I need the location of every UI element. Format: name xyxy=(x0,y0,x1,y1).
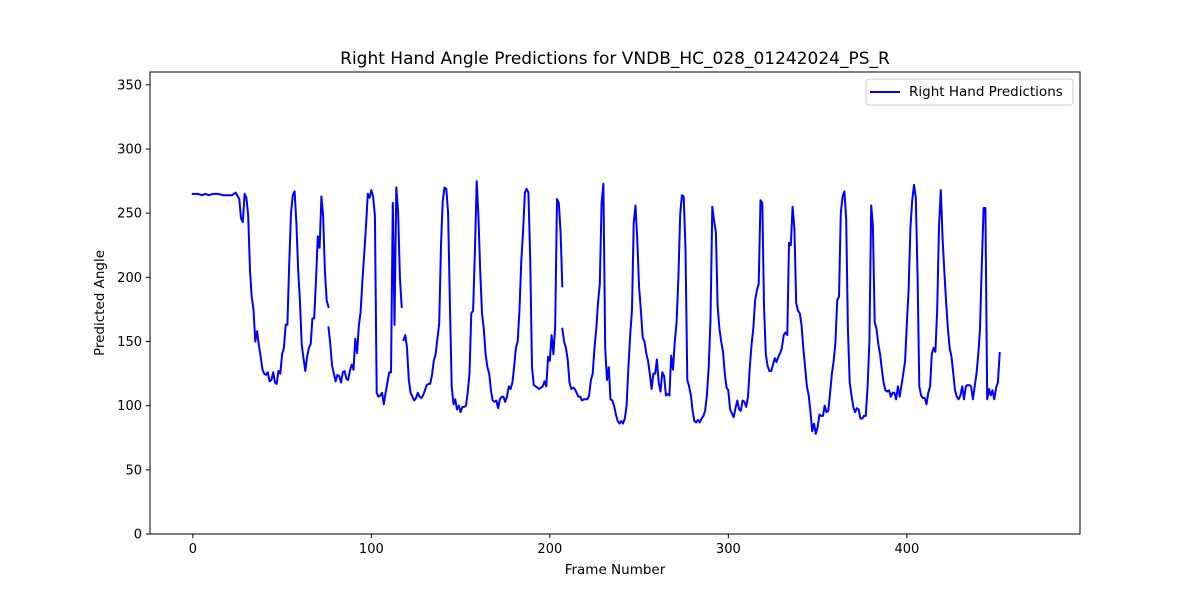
y-tick-label: 350 xyxy=(117,78,142,93)
series-line-segment xyxy=(561,182,1001,435)
y-tick-label: 250 xyxy=(117,207,142,222)
y-tick-label: 100 xyxy=(117,399,142,414)
x-axis-label: Frame Number xyxy=(565,562,666,578)
plot-layer xyxy=(191,180,1001,435)
x-tick-label: 200 xyxy=(537,542,562,557)
y-axis-label: Predicted Angle xyxy=(92,250,108,356)
axes-frame xyxy=(149,71,1081,535)
x-tick-label: 0 xyxy=(189,542,197,557)
y-tick-label: 300 xyxy=(117,143,142,158)
x-tick-label: 400 xyxy=(894,542,919,557)
series-line-segment xyxy=(327,186,403,406)
x-tick-label: 100 xyxy=(359,542,384,557)
series-line-segment xyxy=(191,190,330,385)
legend-box xyxy=(865,78,1074,106)
series-line-segment xyxy=(402,180,564,414)
legend: Right Hand Predictions xyxy=(865,78,1074,106)
legend-entry-label: Right Hand Predictions xyxy=(909,84,1063,100)
y-tick-label: 0 xyxy=(134,528,142,543)
y-axis: 0 50 100 150 200 250 300 350 xyxy=(117,78,150,543)
plot-area xyxy=(150,72,1080,534)
x-tick-label: 300 xyxy=(716,542,741,557)
y-tick-label: 200 xyxy=(117,271,142,286)
chart-title: Right Hand Angle Predictions for VNDB_HC… xyxy=(340,49,890,69)
y-tick-label: 150 xyxy=(117,335,142,350)
y-tick-label: 50 xyxy=(125,463,142,478)
x-axis: 0 100 200 300 400 xyxy=(189,534,919,557)
